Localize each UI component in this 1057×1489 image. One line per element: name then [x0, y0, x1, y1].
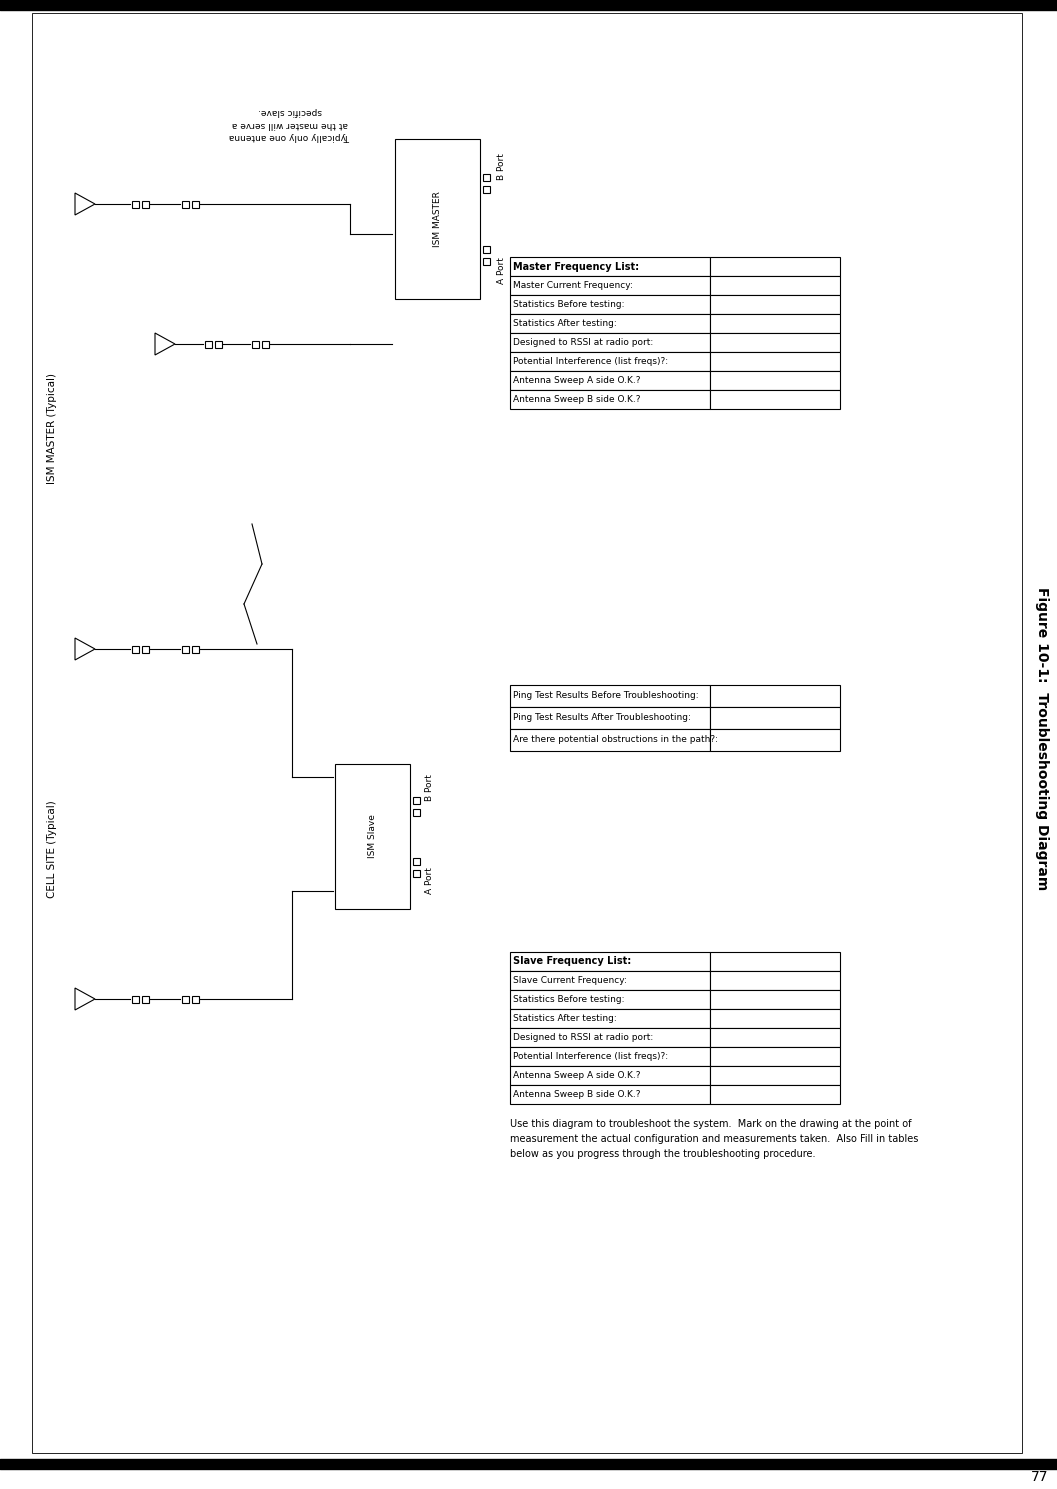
- Text: Antenna Sweep A side O.K.?: Antenna Sweep A side O.K.?: [513, 377, 641, 386]
- Text: Slave Current Frequency:: Slave Current Frequency:: [513, 975, 627, 986]
- Bar: [131, 201, 138, 207]
- Bar: [482, 246, 489, 253]
- Bar: [710, 371, 840, 390]
- Bar: [204, 341, 211, 347]
- Text: Ping Test Results After Troubleshooting:: Ping Test Results After Troubleshooting:: [513, 713, 691, 722]
- Text: MM102365V1 Rev. B: MM102365V1 Rev. B: [857, 0, 1047, 13]
- Bar: [710, 1027, 840, 1047]
- Text: B Port: B Port: [426, 774, 434, 801]
- Bar: [710, 351, 840, 371]
- Bar: [509, 990, 710, 1010]
- Text: Potential Interference (list freqs)?:: Potential Interference (list freqs)?:: [513, 1053, 668, 1062]
- Text: A Port: A Port: [426, 868, 434, 895]
- Bar: [509, 707, 710, 730]
- Text: Are there potential obstructions in the path?:: Are there potential obstructions in the …: [513, 736, 718, 744]
- Bar: [710, 1085, 840, 1103]
- Bar: [710, 1010, 840, 1027]
- Text: Use this diagram to troubleshoot the system.  Mark on the drawing at the point o: Use this diagram to troubleshoot the sys…: [509, 1120, 919, 1158]
- Bar: [710, 707, 840, 730]
- Text: ISM MASTER (Typical): ISM MASTER (Typical): [47, 374, 57, 484]
- Text: CELL SITE (Typical): CELL SITE (Typical): [47, 800, 57, 898]
- Bar: [482, 174, 489, 180]
- Bar: [509, 1066, 710, 1085]
- Bar: [412, 858, 420, 865]
- Bar: [710, 1047, 840, 1066]
- Bar: [509, 1085, 710, 1103]
- Bar: [509, 275, 710, 295]
- Text: ISM Slave: ISM Slave: [368, 814, 377, 859]
- Text: Antenna Sweep B side O.K.?: Antenna Sweep B side O.K.?: [513, 1090, 641, 1099]
- Bar: [710, 971, 840, 990]
- Bar: [509, 351, 710, 371]
- Bar: [509, 371, 710, 390]
- Bar: [509, 314, 710, 334]
- Bar: [131, 996, 138, 1002]
- Bar: [395, 138, 480, 299]
- Bar: [710, 1066, 840, 1085]
- Bar: [710, 685, 840, 707]
- Text: Designed to RSSI at radio port:: Designed to RSSI at radio port:: [513, 1033, 653, 1042]
- Bar: [191, 646, 199, 652]
- Text: Statistics Before testing:: Statistics Before testing:: [513, 299, 625, 310]
- Bar: [509, 295, 710, 314]
- Bar: [710, 258, 840, 275]
- Bar: [509, 685, 710, 707]
- Text: A Port: A Port: [498, 258, 506, 284]
- Bar: [182, 201, 188, 207]
- Bar: [710, 314, 840, 334]
- Bar: [182, 646, 188, 652]
- Bar: [710, 730, 840, 750]
- Bar: [710, 275, 840, 295]
- Text: Designed to RSSI at radio port:: Designed to RSSI at radio port:: [513, 338, 653, 347]
- Bar: [509, 1027, 710, 1047]
- Text: Statistics After testing:: Statistics After testing:: [513, 1014, 616, 1023]
- Bar: [509, 258, 710, 275]
- Text: Antenna Sweep B side O.K.?: Antenna Sweep B side O.K.?: [513, 395, 641, 404]
- Text: 77: 77: [1031, 1470, 1047, 1485]
- Bar: [261, 341, 268, 347]
- Text: B Port: B Port: [498, 153, 506, 180]
- Bar: [335, 764, 410, 908]
- Bar: [142, 996, 148, 1002]
- Text: Master Current Frequency:: Master Current Frequency:: [513, 281, 633, 290]
- Text: Figure 10-1:  Troubleshooting Diagram: Figure 10-1: Troubleshooting Diagram: [1035, 587, 1049, 890]
- Bar: [509, 1010, 710, 1027]
- Bar: [131, 646, 138, 652]
- Bar: [710, 951, 840, 971]
- Text: ISM MASTER: ISM MASTER: [433, 191, 442, 247]
- Text: Slave Frequency List:: Slave Frequency List:: [513, 956, 631, 966]
- Bar: [509, 1047, 710, 1066]
- Bar: [252, 341, 259, 347]
- Bar: [710, 990, 840, 1010]
- Bar: [191, 996, 199, 1002]
- Bar: [412, 809, 420, 816]
- Bar: [142, 201, 148, 207]
- Bar: [482, 186, 489, 192]
- Text: Statistics After testing:: Statistics After testing:: [513, 319, 616, 328]
- Bar: [710, 334, 840, 351]
- Bar: [509, 971, 710, 990]
- Bar: [509, 390, 710, 409]
- Bar: [482, 258, 489, 265]
- Bar: [710, 390, 840, 409]
- Bar: [215, 341, 222, 347]
- Bar: [509, 730, 710, 750]
- Text: Typically only one antenna
at the master will serve a
specific slave.: Typically only one antenna at the master…: [229, 107, 351, 141]
- Bar: [182, 996, 188, 1002]
- Bar: [191, 201, 199, 207]
- Bar: [412, 870, 420, 877]
- Bar: [142, 646, 148, 652]
- Text: Potential Interference (list freqs)?:: Potential Interference (list freqs)?:: [513, 357, 668, 366]
- Bar: [412, 797, 420, 804]
- Bar: [509, 334, 710, 351]
- Text: Ping Test Results Before Troubleshooting:: Ping Test Results Before Troubleshooting…: [513, 691, 699, 700]
- Text: Master Frequency List:: Master Frequency List:: [513, 262, 639, 271]
- Text: Statistics Before testing:: Statistics Before testing:: [513, 995, 625, 1004]
- Bar: [509, 951, 710, 971]
- Bar: [710, 295, 840, 314]
- Text: Antenna Sweep A side O.K.?: Antenna Sweep A side O.K.?: [513, 1071, 641, 1080]
